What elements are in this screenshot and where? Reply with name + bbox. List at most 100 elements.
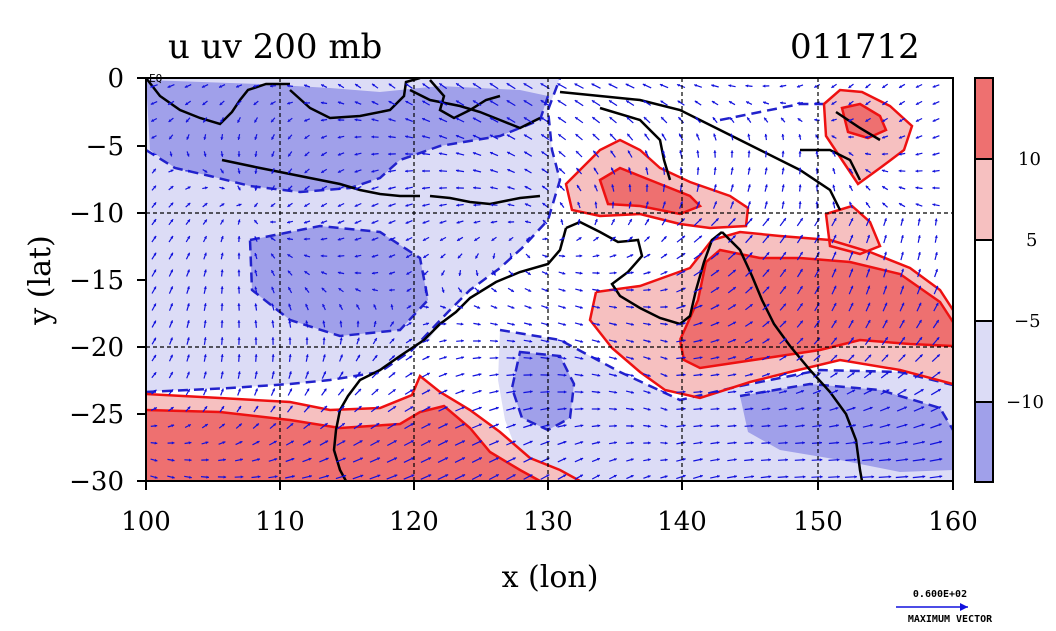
wind-vector-head xyxy=(237,137,241,140)
wind-vector-head xyxy=(664,391,668,394)
wind-vector-head xyxy=(321,187,325,190)
wind-vector-head xyxy=(405,186,408,190)
wind-vector-head xyxy=(388,83,392,87)
wind-vector-head xyxy=(715,252,719,256)
wind-vector-head xyxy=(391,321,394,325)
wind-vector-head xyxy=(237,170,241,174)
wind-vector-head xyxy=(831,135,835,139)
wind-vector-head xyxy=(287,203,291,207)
wind-vector-head xyxy=(186,354,190,358)
wind-vector-head xyxy=(153,286,157,290)
wind-vector-head xyxy=(733,356,737,359)
wind-vector-head xyxy=(799,235,803,238)
map-field xyxy=(146,78,953,481)
wind-vector-head xyxy=(647,407,651,411)
wind-vector-head xyxy=(888,458,891,462)
wind-vector-head xyxy=(716,424,720,428)
wind-vector-head xyxy=(423,272,427,276)
wind-vector-head xyxy=(461,356,464,360)
wind-vector-head xyxy=(439,186,442,190)
wind-vector-head xyxy=(322,354,326,358)
wind-vector-head xyxy=(322,304,326,307)
wind-vector-head xyxy=(303,237,307,241)
wind-vector-head xyxy=(388,221,392,224)
wind-vector-head xyxy=(426,322,429,326)
wind-vector-head xyxy=(540,117,544,120)
wind-vector-head xyxy=(885,337,888,341)
wind-vector-head xyxy=(221,186,225,190)
wind-vector-head xyxy=(394,457,397,461)
wind-vector-head xyxy=(254,303,258,307)
wind-vector-head xyxy=(682,304,686,308)
wind-vector-head xyxy=(833,268,837,272)
wind-vector-head xyxy=(631,356,634,360)
wind-vector-head xyxy=(560,219,564,223)
wind-vector-head xyxy=(238,203,242,207)
wind-vector-head xyxy=(820,475,823,479)
wind-vector-head xyxy=(320,254,324,258)
wind-vector-head xyxy=(682,339,686,343)
wind-vector-head xyxy=(767,390,771,394)
wind-vector-head xyxy=(662,150,665,154)
wind-vector-head xyxy=(696,150,700,153)
wind-vector-head xyxy=(900,251,904,255)
wind-vector-head xyxy=(355,288,359,292)
wind-vector-head xyxy=(682,253,686,256)
wind-vector-head xyxy=(749,252,753,256)
wind-vector-head xyxy=(354,221,358,224)
wind-vector-head xyxy=(733,424,737,428)
wind-vector-head xyxy=(647,424,651,428)
wind-vector-head xyxy=(682,322,686,325)
wind-vector-head xyxy=(851,372,855,376)
wind-vector-head xyxy=(714,201,717,205)
wind-vector-head xyxy=(677,84,680,87)
wind-vector-head xyxy=(371,204,375,207)
wind-vector-head xyxy=(597,441,601,445)
wind-vector-head xyxy=(631,424,634,428)
wind-vector-head xyxy=(630,254,634,257)
wind-vector-head xyxy=(882,202,886,206)
wind-vector-head xyxy=(305,354,309,358)
wind-vector-head xyxy=(270,220,273,224)
wind-vector-head xyxy=(716,458,720,462)
wind-vector-head xyxy=(509,255,513,259)
wind-vector-head xyxy=(478,356,482,360)
x-tick-label: 130 xyxy=(523,507,573,537)
wind-vector-head xyxy=(848,118,852,122)
x-tick-label: 100 xyxy=(121,507,171,537)
wind-vector-head xyxy=(170,186,174,189)
wind-vector-head xyxy=(592,117,596,120)
wind-vector-head xyxy=(627,133,631,137)
wind-vector-head xyxy=(304,136,308,139)
wind-vector-head xyxy=(239,441,243,444)
wind-vector-head xyxy=(444,389,448,393)
wind-vector-head xyxy=(405,135,408,139)
wind-vector-head xyxy=(511,322,515,326)
wind-vector-head xyxy=(866,202,869,206)
wind-vector-head xyxy=(629,236,633,240)
wind-vector-head xyxy=(186,371,190,375)
x-tick-label: 110 xyxy=(255,507,305,537)
wind-vector-head xyxy=(783,252,786,255)
wind-vector-head xyxy=(506,117,510,121)
wind-vector-head xyxy=(748,201,751,205)
wind-vector-head xyxy=(764,133,768,137)
wind-vector-head xyxy=(512,406,516,410)
gridlines xyxy=(146,78,953,481)
wind-vector-head xyxy=(170,407,174,410)
wind-vector-head xyxy=(388,152,391,156)
wind-vector-head xyxy=(170,354,173,358)
wind-vector-head xyxy=(901,285,905,289)
wind-vector-head xyxy=(816,320,820,324)
wind-vector-head xyxy=(920,371,924,375)
wind-vector-head xyxy=(171,458,175,462)
wind-vector-head xyxy=(557,83,561,87)
wind-vector-head xyxy=(932,119,936,122)
wind-vector-head xyxy=(750,407,754,411)
wind-vector-head xyxy=(371,221,375,224)
wind-vector-head xyxy=(832,184,836,188)
wind-vector-head xyxy=(871,458,874,462)
wind-vector-head xyxy=(237,269,241,273)
wind-vector-head xyxy=(507,203,511,207)
wind-vector-head xyxy=(783,373,787,376)
